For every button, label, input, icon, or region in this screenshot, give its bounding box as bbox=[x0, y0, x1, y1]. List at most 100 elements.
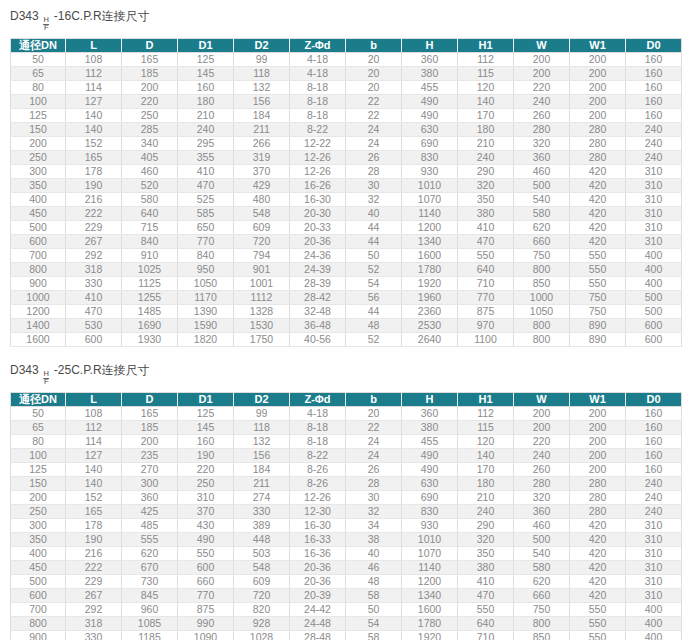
cell: 1780 bbox=[402, 263, 458, 277]
cell: 550 bbox=[458, 603, 514, 617]
column-header: D1 bbox=[178, 39, 234, 53]
cell: 350 bbox=[11, 533, 66, 547]
cell: 24 bbox=[346, 435, 402, 449]
cell: 901 bbox=[234, 263, 290, 277]
cell: 295 bbox=[178, 137, 234, 151]
cell: 108 bbox=[66, 407, 122, 421]
cell: 310 bbox=[626, 179, 682, 193]
cell: 50 bbox=[346, 603, 402, 617]
cell: 350 bbox=[11, 179, 66, 193]
cell: 170 bbox=[458, 463, 514, 477]
cell: 160 bbox=[626, 435, 682, 449]
cell: 1140 bbox=[402, 561, 458, 575]
cell: 2640 bbox=[402, 333, 458, 347]
cell: 1200 bbox=[402, 575, 458, 589]
cell: 310 bbox=[626, 221, 682, 235]
cell: 640 bbox=[122, 207, 178, 221]
table-row: 60026784077072020-36441340470660420310 bbox=[11, 235, 682, 249]
cell: 20-36 bbox=[290, 575, 346, 589]
cell: 600 bbox=[178, 561, 234, 575]
cell: 160 bbox=[626, 421, 682, 435]
cell: 24-36 bbox=[290, 249, 346, 263]
cell: 118 bbox=[234, 421, 290, 435]
cell: 48 bbox=[346, 575, 402, 589]
cell: 820 bbox=[234, 603, 290, 617]
table-row: 35019052047042916-26301010320500420310 bbox=[11, 179, 682, 193]
cell: 280 bbox=[570, 491, 626, 505]
cell: 8-22 bbox=[290, 449, 346, 463]
cell: 770 bbox=[178, 589, 234, 603]
table-row: 25016540535531912-2626830240360280240 bbox=[11, 151, 682, 165]
column-header: Z-Φd bbox=[290, 393, 346, 407]
cell: 44 bbox=[346, 305, 402, 319]
cell: 1400 bbox=[11, 319, 66, 333]
column-header: W bbox=[514, 393, 570, 407]
cell: 165 bbox=[66, 151, 122, 165]
cell: 318 bbox=[66, 263, 122, 277]
cell: 455 bbox=[402, 435, 458, 449]
cell: 400 bbox=[626, 249, 682, 263]
cell: 200 bbox=[570, 53, 626, 67]
cell: 650 bbox=[178, 221, 234, 235]
cell: 22 bbox=[346, 421, 402, 435]
cell: 1200 bbox=[11, 305, 66, 319]
cell: 4-18 bbox=[290, 67, 346, 81]
cell: 200 bbox=[570, 435, 626, 449]
cell: 850 bbox=[514, 277, 570, 291]
cell: 127 bbox=[66, 449, 122, 463]
cell: 112 bbox=[66, 421, 122, 435]
cell: 490 bbox=[402, 449, 458, 463]
cell: 1600 bbox=[402, 603, 458, 617]
cell: 267 bbox=[66, 235, 122, 249]
cell: 150 bbox=[11, 123, 66, 137]
cell: 710 bbox=[458, 631, 514, 640]
cell: 145 bbox=[178, 67, 234, 81]
cell: 56 bbox=[346, 291, 402, 305]
cell: 44 bbox=[346, 221, 402, 235]
column-header: W bbox=[514, 39, 570, 53]
cell: 220 bbox=[514, 435, 570, 449]
cell: 200 bbox=[570, 449, 626, 463]
cell: 250 bbox=[11, 505, 66, 519]
cell: 1001 bbox=[234, 277, 290, 291]
cell: 660 bbox=[514, 589, 570, 603]
cell: 750 bbox=[570, 291, 626, 305]
cell: 420 bbox=[570, 221, 626, 235]
table-row: 651121851451184-1820380115200200160 bbox=[11, 67, 682, 81]
cell: 222 bbox=[66, 207, 122, 221]
cell: 260 bbox=[514, 463, 570, 477]
cell: 30 bbox=[346, 179, 402, 193]
cell: 112 bbox=[66, 67, 122, 81]
cell: 405 bbox=[122, 151, 178, 165]
cell: 210 bbox=[178, 109, 234, 123]
cell: 360 bbox=[514, 151, 570, 165]
cell: 1340 bbox=[402, 589, 458, 603]
cell: 500 bbox=[514, 179, 570, 193]
cell: 310 bbox=[626, 561, 682, 575]
cell: 1390 bbox=[178, 305, 234, 319]
column-header: L bbox=[66, 39, 122, 53]
table-row: 45022264058554820-30401140380580420310 bbox=[11, 207, 682, 221]
cell: 480 bbox=[234, 193, 290, 207]
cell: 550 bbox=[570, 631, 626, 640]
cell: 490 bbox=[178, 533, 234, 547]
cell: 840 bbox=[178, 249, 234, 263]
cell: 310 bbox=[626, 533, 682, 547]
title-suffix: -16C.P.R连接尺寸 bbox=[54, 9, 150, 23]
table-row: 801142001601328-1824455120220200160 bbox=[11, 435, 682, 449]
cell: 8-18 bbox=[290, 81, 346, 95]
cell: 125 bbox=[11, 463, 66, 477]
cell: 200 bbox=[570, 109, 626, 123]
cell: 340 bbox=[122, 137, 178, 151]
cell: 54 bbox=[346, 277, 402, 291]
cell: 1930 bbox=[122, 333, 178, 347]
cell: 1070 bbox=[402, 547, 458, 561]
cell: 360 bbox=[514, 505, 570, 519]
cell: 350 bbox=[458, 547, 514, 561]
cell: 355 bbox=[178, 151, 234, 165]
header-row: 通径DNLDD1D2Z-ΦdbHH1WW1D0 bbox=[11, 39, 682, 53]
column-header: H bbox=[402, 393, 458, 407]
cell: 165 bbox=[122, 407, 178, 421]
cell: 400 bbox=[626, 277, 682, 291]
cell: 400 bbox=[626, 631, 682, 640]
